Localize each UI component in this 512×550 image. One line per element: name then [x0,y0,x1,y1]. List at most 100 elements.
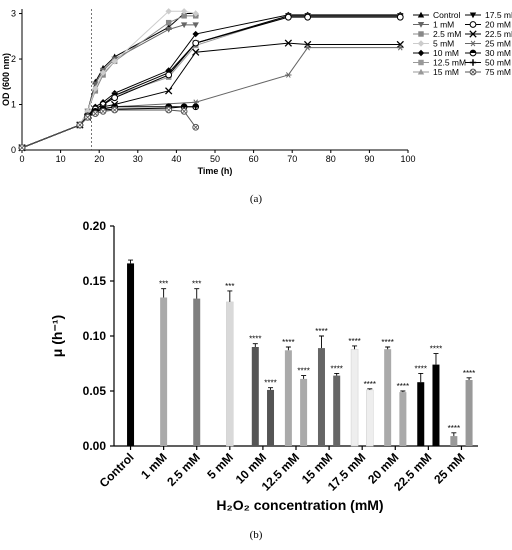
legend-item: 75 mM [465,67,511,77]
data-point [192,39,200,47]
data-point [192,22,199,29]
x-tick-label: 25 mM [431,450,467,486]
data-point [180,22,188,29]
legend-marker [417,40,425,47]
error-bar [227,290,233,302]
y-tick-label: 0.15 [83,274,107,288]
legend-marker [417,49,425,57]
legend-label: 20 mM [485,20,511,30]
x-tick-label: 80 [326,154,336,164]
bar [384,349,392,446]
data-point [192,30,199,38]
error-bar [385,346,391,350]
data-point [192,48,200,56]
legend-item: 12.5 mM [413,58,466,68]
y-axis-title: μ (h⁻¹) [49,315,65,357]
data-point [91,110,99,117]
error-bar [268,387,274,390]
x-tick-label: 90 [364,154,374,164]
legend-item: 10 mM [413,48,459,58]
data-point [192,123,200,131]
significance-label: **** [297,367,309,376]
data-point [180,8,188,15]
growth-curve-chart: 0 10 20 30 40 50 60 70 80 90 100 0 1 2 3 Time (h) OD (60… [1,8,512,176]
bar [417,382,425,446]
series-12-5-mm [19,13,403,151]
legend-label: Control [433,10,461,20]
y-tick-label: 1 [11,100,16,110]
x-tick-label: 20 [94,154,104,164]
legend-item: 17.5 mM [465,10,512,20]
legend-label: 17.5 mM [485,10,512,20]
legend-label: 30 mM [485,48,511,58]
legend-marker [469,40,477,47]
significance-label: *** [225,282,234,291]
significance-label: **** [415,364,427,373]
error-bar [367,388,373,390]
significance-label: **** [381,338,393,347]
significance-label: **** [282,338,294,347]
legend-item: 22.5 mM [465,29,512,39]
bar [317,348,325,446]
significance-label: **** [364,380,376,389]
y-tick-label: 0.05 [83,384,107,398]
error-bar [352,345,358,350]
data-point [284,13,292,21]
data-point [76,121,84,129]
legend-item: Control [413,10,461,20]
legend-item: 20 mM [465,20,511,30]
data-point [111,94,119,102]
x-tick-label: Control [97,450,137,490]
data-point [18,144,26,152]
legend-label: 50 mM [485,58,511,68]
x-tick-label: 100 [400,154,415,164]
error-bar [334,372,340,376]
y-tick-label: 0.10 [83,329,107,343]
data-point [99,69,107,76]
series-20-mm [18,13,404,152]
bar [251,347,259,446]
series-17-5-mm [18,13,404,151]
x-tick-label: 0 [19,154,24,164]
series-10-mm [18,11,404,151]
bar [366,389,374,447]
y-tick-label: 2 [11,54,16,64]
bar [432,364,440,446]
data-point [397,44,404,51]
bar [333,375,341,446]
x-axis-title: Time (h) [198,166,233,176]
data-point [192,103,199,110]
y-tick-label: 0.00 [83,439,107,453]
series-line [21,47,401,149]
data-point [165,106,173,114]
significance-label: **** [463,369,475,378]
data-point [180,107,188,115]
x-tick-label: 60 [249,154,259,164]
legend-item: 2.5 mM [413,29,461,39]
data-point [84,108,91,115]
x-tick-label: 30 [133,154,143,164]
error-bar [451,432,457,437]
significance-label: **** [315,327,327,336]
bar [350,348,359,447]
data-point [99,107,107,115]
series-line [21,24,196,149]
significance-label: **** [249,335,261,344]
bar [300,378,308,446]
data-point [396,13,404,21]
significance-label: **** [430,345,442,354]
error-bar [285,346,291,351]
legend-label: 22.5 mM [485,29,512,39]
data-point [285,72,292,78]
series-line [21,13,196,149]
data-point [192,10,199,17]
error-bar [318,335,324,349]
bar [399,392,407,446]
legend-label: 12.5 mM [433,58,466,68]
legend-label: 10 mM [433,48,459,58]
legend-label: 5 mM [433,39,454,49]
legend-marker [417,11,425,18]
legend-marker [469,49,477,57]
error-bar [161,288,167,298]
legend-marker [418,59,424,66]
